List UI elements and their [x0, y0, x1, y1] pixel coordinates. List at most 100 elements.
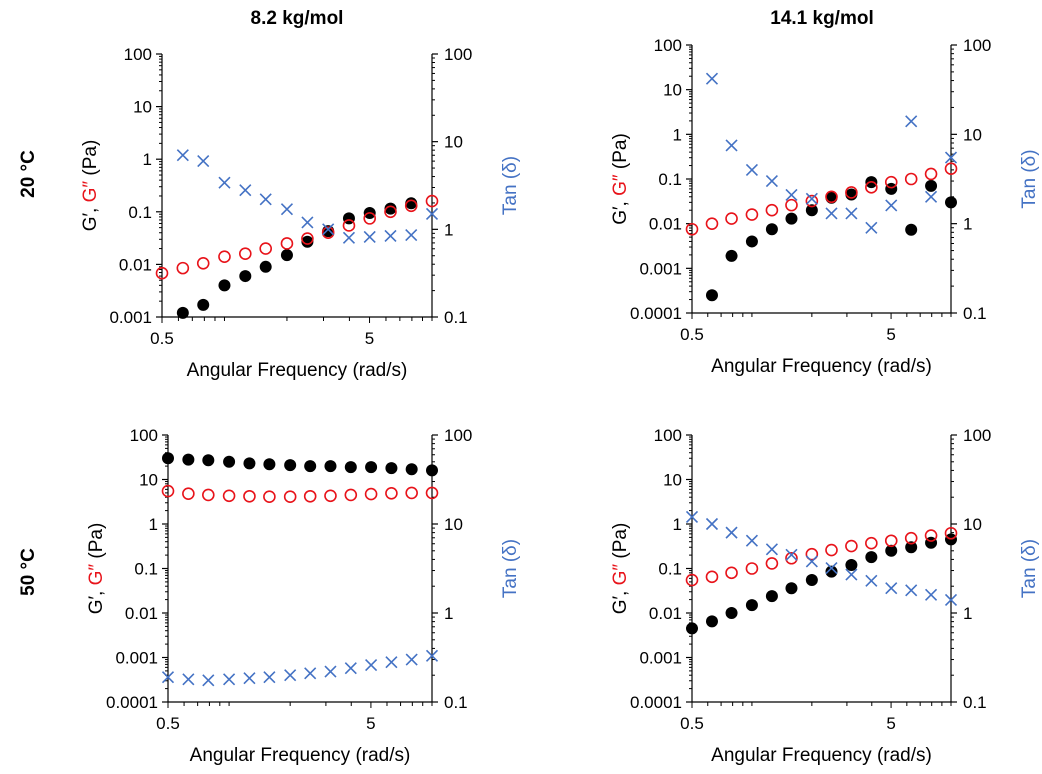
gdoubleprime-point [845, 186, 858, 199]
gdoubleprime-point [176, 261, 190, 275]
y-tick-label: 0.01 [649, 604, 682, 623]
x-axis-label: Angular Frequency (rad/s) [190, 745, 411, 766]
gdoubleprime-point [283, 490, 297, 504]
column-title-2: 14.1 kg/mol [770, 8, 874, 29]
y-axis-label-gprime: G′, [610, 585, 631, 614]
y-tick-label: 0.1 [134, 560, 158, 579]
tan-delta-point [342, 231, 356, 244]
tan-delta-point [243, 672, 256, 685]
gdoubleprime-point [303, 489, 317, 503]
tan-delta-point [182, 673, 195, 686]
y-tick-label: 1 [143, 150, 152, 169]
gprime-point [239, 270, 252, 283]
tan-delta-point [944, 151, 958, 164]
x-tick-label: 5 [366, 714, 375, 733]
y2-axis-label: Tan (δ) [500, 156, 521, 215]
tan-delta-point [197, 155, 210, 168]
gdoubleprime-point [745, 562, 759, 575]
y-axis-label-gdoubleprime: G″ [80, 181, 101, 203]
y-axis-label-gdoubleprime: G″ [610, 564, 631, 586]
y-tick-label: 1 [673, 515, 682, 534]
row-label-1: 20 °C [18, 150, 39, 198]
tan-delta-point [405, 229, 418, 242]
gdoubleprime-point [280, 237, 294, 250]
gdoubleprime-point [425, 194, 439, 208]
gdoubleprime-point [363, 212, 377, 225]
gdoubleprime-point [301, 232, 314, 245]
gprime-point [745, 235, 758, 248]
y2-tick-label: 1 [963, 604, 972, 623]
x-tick-label: 5 [365, 329, 374, 348]
y-tick-label: 10 [663, 81, 682, 100]
y-tick-label: 0.001 [115, 649, 158, 668]
tan-delta-point [705, 517, 719, 531]
tan-delta-point [304, 667, 317, 680]
column-title-1: 8.2 kg/mol [251, 8, 344, 29]
gprime-point [785, 582, 798, 595]
tan-delta-point [384, 229, 397, 243]
y-tick-label: 100 [130, 426, 158, 445]
x-axis-label: Angular Frequency (rad/s) [711, 356, 932, 377]
gprime-point [324, 460, 337, 473]
gdoubleprime-point [705, 217, 719, 230]
tan-delta-point [845, 568, 858, 581]
gdoubleprime-point [196, 256, 210, 270]
y-tick-label: 1 [673, 125, 682, 144]
gdoubleprime-point [243, 489, 256, 503]
tan-delta-point [885, 199, 898, 212]
gdoubleprime-point [222, 489, 236, 503]
gprime-point [162, 452, 174, 465]
gprime-point [344, 461, 357, 474]
tan-delta-point [301, 216, 314, 229]
gdoubleprime-point [865, 536, 878, 550]
gdoubleprime-point [364, 487, 378, 501]
tan-delta-point [365, 659, 378, 672]
gprime-point [805, 204, 818, 217]
y-tick-label: 0.01 [125, 604, 158, 623]
gdoubleprime-point [825, 190, 838, 204]
y-tick-label: 0.1 [128, 203, 152, 222]
tan-delta-point [924, 588, 938, 601]
x-axis-label: Angular Frequency (rad/s) [187, 360, 408, 381]
gdoubleprime-point [344, 488, 358, 502]
tan-delta-point [725, 139, 738, 152]
y-axis-label-units: (Pa) [610, 523, 631, 564]
gprime-point [426, 464, 438, 477]
gprime-point [725, 249, 738, 262]
y-tick-label: 0.1 [658, 560, 682, 579]
tan-delta-point [344, 662, 357, 675]
x-tick-label: 0.5 [680, 714, 704, 733]
y-tick-label: 0.001 [639, 259, 682, 278]
gdoubleprime-point [218, 250, 231, 264]
tan-delta-point [161, 671, 175, 684]
tan-delta-point [845, 207, 858, 220]
x-tick-label: 5 [886, 325, 895, 344]
gprime-point [284, 459, 297, 472]
y-tick-label: 100 [654, 36, 682, 55]
tan-delta-point [825, 561, 838, 575]
tan-delta-point [905, 115, 918, 128]
gdoubleprime-point [324, 489, 337, 503]
gprime-point [686, 622, 698, 635]
tan-delta-point [785, 188, 798, 201]
gdoubleprime-point [342, 219, 356, 232]
gdoubleprime-point [404, 199, 418, 213]
y-axis-label-gprime: G′, [80, 202, 101, 231]
gdoubleprime-point [765, 557, 779, 570]
y-axis-label-units: (Pa) [610, 133, 631, 174]
gprime-point [745, 599, 758, 612]
tan-delta-point [785, 548, 798, 561]
tan-delta-point [805, 555, 818, 568]
tan-delta-point [176, 149, 189, 162]
gprime-point [263, 458, 276, 471]
y-axis-label-gprime: G′, [86, 585, 107, 614]
gprime-point [785, 212, 798, 225]
y-tick-label: 10 [133, 98, 152, 117]
gdoubleprime-point [845, 539, 858, 553]
gdoubleprime-point [182, 487, 195, 500]
gprime-point [182, 453, 195, 466]
gprime-point [197, 298, 210, 311]
gdoubleprime-point [685, 222, 699, 236]
gdoubleprime-point [884, 175, 898, 189]
